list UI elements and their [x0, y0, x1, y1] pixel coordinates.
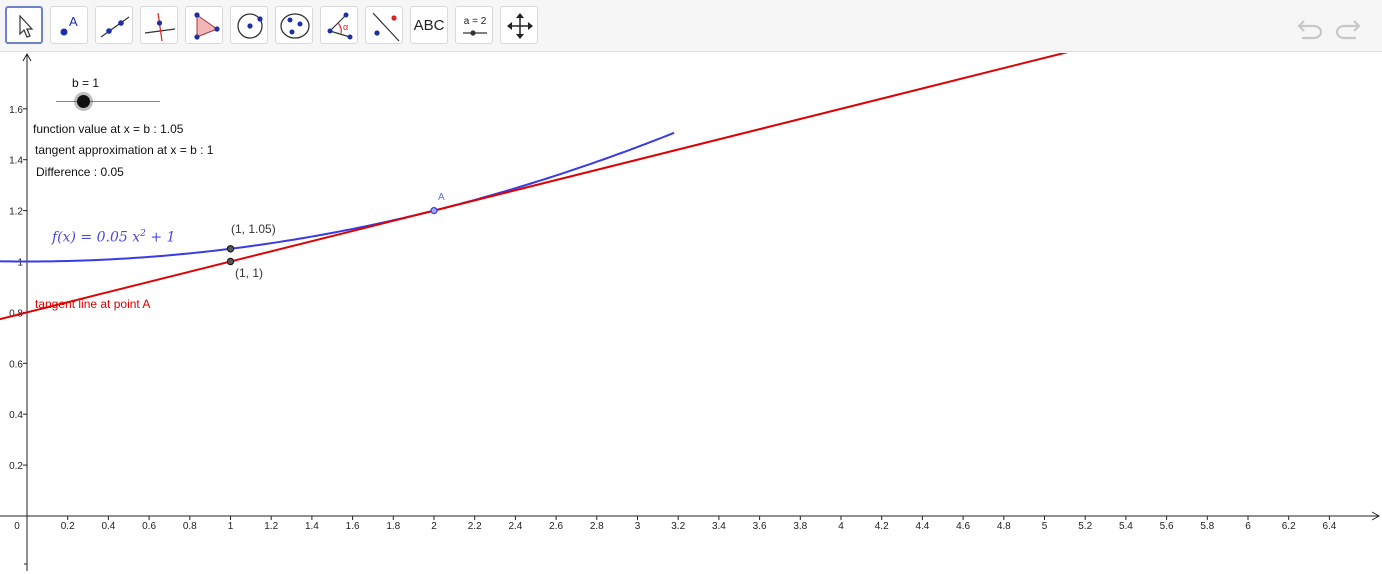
x-tick-label: 4 — [838, 521, 844, 532]
text-icon: ABC — [413, 16, 445, 34]
polygon-icon — [194, 12, 220, 40]
x-tick-label: 3.8 — [793, 521, 807, 532]
x-tick-label: 3.4 — [712, 521, 726, 532]
x-tick-label: 6 — [1245, 521, 1251, 532]
point-tool-label: A — [69, 14, 78, 29]
x-tick-label: 6.4 — [1322, 521, 1336, 532]
point-icon: A — [60, 14, 78, 36]
ellipse-icon — [280, 13, 310, 39]
x-tick-label: 4.6 — [956, 521, 970, 532]
move-arrows-icon — [507, 13, 533, 39]
x-tick-label: 2.6 — [549, 521, 563, 532]
y-tick-label: 0.4 — [9, 410, 23, 421]
x-tick-label: 4.2 — [875, 521, 889, 532]
x-tick-label: 5 — [1042, 521, 1048, 532]
move-tool-button[interactable] — [5, 6, 43, 44]
x-tick-label: 2 — [431, 521, 437, 532]
slider-knob[interactable] — [77, 95, 90, 108]
y-tick-label: 0.6 — [9, 359, 23, 370]
point-function-at-b[interactable] — [226, 245, 235, 253]
difference-text: Difference : 0.05 — [36, 165, 124, 179]
circle-center-icon — [237, 13, 263, 39]
undo-icon[interactable] — [1296, 12, 1326, 42]
x-tick-label: 2.2 — [468, 521, 482, 532]
angle-tool-label: α — [343, 22, 348, 32]
y-tick-label: 1.6 — [9, 105, 23, 116]
slider-track[interactable] — [56, 101, 160, 102]
function-label-suffix: + 1 — [145, 229, 176, 246]
y-tick-label: 1.4 — [9, 156, 23, 167]
x-tick-label: 0.4 — [101, 521, 115, 532]
function-label-exponent: 2 — [140, 229, 146, 239]
x-tick-label: 1.2 — [264, 521, 278, 532]
x-tick-label: 5.4 — [1119, 521, 1133, 532]
point-A-label: A — [438, 192, 445, 203]
x-tick-label: 4.8 — [997, 521, 1011, 532]
line-through-points-icon — [100, 16, 130, 38]
point-tangent-at-b-label: (1, 1) — [235, 266, 264, 280]
y-tick-label: 1 — [17, 258, 23, 269]
y-tick-label: 1.2 — [9, 207, 23, 218]
x-axis-arrow — [1371, 511, 1381, 521]
y-axis-arrow — [22, 53, 32, 62]
x-tick-label: 3.6 — [753, 521, 767, 532]
x-tick-label: 1 — [228, 521, 234, 532]
point-function-at-b-label: (1, 1.05) — [231, 222, 276, 236]
slider-tool-button[interactable]: a = 2 — [455, 6, 493, 44]
x-tick-label: 3 — [635, 521, 641, 532]
move-graphics-view-tool-button[interactable] — [500, 6, 538, 44]
point-tangent-at-b[interactable] — [226, 257, 235, 266]
text-tool-button[interactable]: ABC — [410, 6, 448, 44]
x-tick-label: 1.8 — [386, 521, 400, 532]
tangent-line[interactable] — [0, 53, 1085, 323]
x-tick-label: 5.6 — [1160, 521, 1174, 532]
conic-tool-button[interactable] — [275, 6, 313, 44]
tangent-approximation-text: tangent approximation at x = b : 1 — [35, 143, 214, 157]
graphics-view[interactable]: 0 0.2 0.4 0.6 0.8 1 1.2 1.4 1.6 1.8 2 2.2 2.4 2.6 2.8 3… — [0, 53, 1382, 574]
x-tick-label: 3.2 — [671, 521, 685, 532]
point-A[interactable] — [430, 206, 438, 215]
function-label-main: f(x) = 0.05 x — [52, 229, 141, 246]
angle-tool-button[interactable]: α — [320, 6, 358, 44]
axes: 0 0.2 0.4 0.6 0.8 1 1.2 1.4 1.6 1.8 2 2.2 2.4 2.6 2.8 3… — [0, 53, 1381, 571]
x-tick-label: 1.6 — [346, 521, 360, 532]
tangent-line-label: tangent line at point A — [35, 297, 151, 311]
slider-label: b = 1 — [72, 76, 100, 90]
slider-b[interactable] — [56, 95, 160, 109]
x-tick-label: 0 — [14, 521, 20, 532]
point-tool-button[interactable]: A — [50, 6, 88, 44]
perpendicular-line-tool-button[interactable] — [140, 6, 178, 44]
toolbar: A — [0, 0, 1382, 52]
x-tick-label: 0.6 — [142, 521, 156, 532]
function-value-text: function value at x = b : 1.05 — [33, 122, 184, 136]
function-label: f(x) = 0.05 x2 + 1 — [52, 229, 175, 246]
line-tool-button[interactable] — [95, 6, 133, 44]
x-tick-label: 2.8 — [590, 521, 604, 532]
x-tick-label: 2.4 — [508, 521, 522, 532]
y-tick-label: 0.8 — [9, 308, 23, 319]
x-tick-label: 6.2 — [1282, 521, 1296, 532]
slider-icon: a = 2 — [463, 16, 487, 36]
x-tick-label: 4.4 — [915, 521, 929, 532]
redo-icon[interactable] — [1332, 12, 1362, 42]
reflect-icon — [372, 12, 400, 42]
polygon-tool-button[interactable] — [185, 6, 223, 44]
angle-icon: α — [327, 12, 353, 40]
x-tick-label: 5.2 — [1078, 521, 1092, 532]
x-tick-label: 0.2 — [61, 521, 75, 532]
perpendicular-icon — [144, 12, 176, 42]
slider-tool-label: a = 2 — [464, 16, 487, 27]
circle-center-point-tool-button[interactable] — [230, 6, 268, 44]
x-tick-label: 5.8 — [1200, 521, 1214, 532]
x-tick-label: 0.8 — [183, 521, 197, 532]
cursor-arrow-icon — [19, 14, 34, 38]
reflect-tool-button[interactable] — [365, 6, 403, 44]
x-tick-label: 1.4 — [305, 521, 319, 532]
y-tick-label: 0.2 — [9, 461, 23, 472]
function-curve[interactable] — [0, 131, 675, 263]
